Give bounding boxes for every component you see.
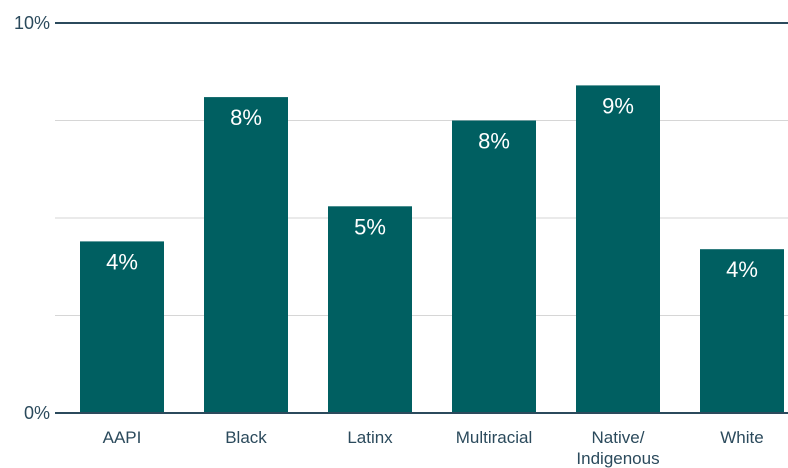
x-tick-label: White xyxy=(720,428,763,447)
y-tick-label: 0% xyxy=(24,403,50,423)
bar-value-label: 8% xyxy=(478,129,510,154)
bar xyxy=(700,249,784,413)
x-tick-label: Black xyxy=(225,428,267,447)
bar-value-label: 9% xyxy=(602,93,634,118)
x-tick-label: AAPI xyxy=(103,428,142,447)
x-tick-label: Latinx xyxy=(347,428,393,447)
bar-value-label: 8% xyxy=(230,105,262,130)
bar-value-label: 4% xyxy=(726,257,758,282)
bar xyxy=(452,120,536,413)
bars: 4% 8% 5% 8% 9% 4% xyxy=(80,85,784,414)
x-tick-label: Multiracial xyxy=(456,428,533,447)
axes: AAPI Black Latinx Multiracial Native/Indigen… xyxy=(14,13,788,468)
bar xyxy=(204,97,288,413)
bar-value-label: 4% xyxy=(106,249,138,274)
x-tick-label: Indigenous xyxy=(576,449,659,468)
gridlines xyxy=(55,120,788,316)
bar-value-label: 5% xyxy=(354,214,386,239)
bar xyxy=(80,241,164,413)
x-tick-label: Native/ xyxy=(592,428,645,447)
bar xyxy=(328,206,412,413)
bar xyxy=(576,85,660,414)
y-tick-label: 10% xyxy=(14,13,50,33)
